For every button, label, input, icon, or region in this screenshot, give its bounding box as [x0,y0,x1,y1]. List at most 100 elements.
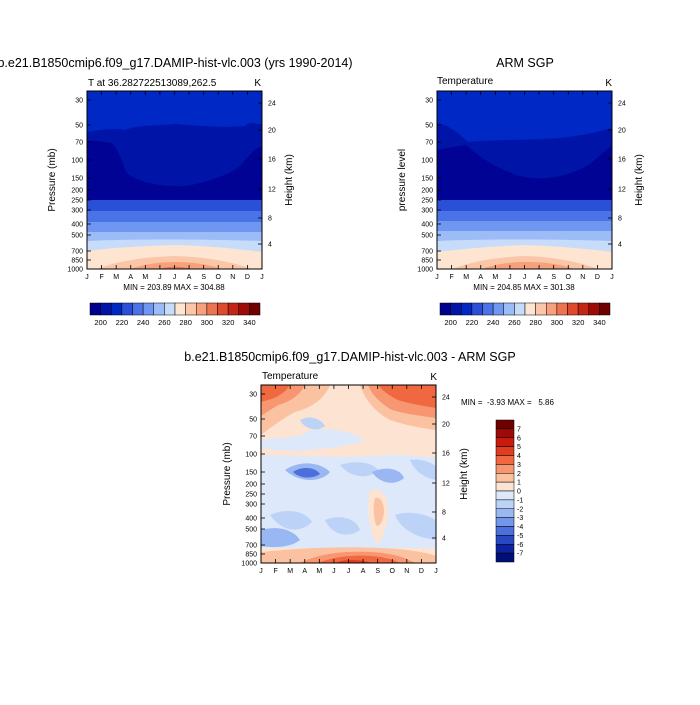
panel-model-ylabel-right: Height (km) [284,154,295,206]
y-tick-label: 500 [245,527,257,534]
panel-obs-field [437,91,612,269]
colorbar-swatch [482,302,494,316]
panel-obs-y-ticks: 30 50 70 100 150 200 250 300 400 500 700 850 1000 [417,98,441,274]
x-tick-label: O [566,274,572,281]
y-tick-label: 250 [421,198,433,205]
x-tick-label: J [158,274,162,281]
colorbar-swatch [111,302,123,316]
colorbar-swatch [164,302,176,316]
colorbar-label: 300 [201,318,214,327]
y-right-tick-label: 4 [618,242,622,249]
panel-obs-left-label: Temperature [437,76,494,87]
colorbar-label: -5 [517,533,523,540]
y-tick-label: 30 [425,98,433,105]
y-tick-label: 1000 [241,561,257,568]
panel-model-title: b.e21.B1850cmip6.f09_g17.DAMIP-hist-vlc.… [0,56,353,70]
colorbar-swatch [495,535,515,545]
panel-diff-colorbar: 7 6 5 4 3 2 1 0-1 -2 -3 -4 -5 -6 -7 [495,419,523,563]
panel-obs-y-ticks-right: 24 20 16 12 8 4 [608,101,626,249]
colorbar-label: 340 [593,318,606,327]
colorbar-label: 240 [487,318,500,327]
colorbar-swatch [495,428,515,438]
x-tick-label: J [347,568,351,575]
colorbar-swatch [89,302,101,316]
x-tick-label: M [113,274,119,281]
y-tick-label: 700 [71,249,83,256]
y-tick-label: 30 [249,392,257,399]
x-tick-label: O [390,568,396,575]
y-tick-label: 250 [71,198,83,205]
colorbar-label: 0 [517,489,521,496]
colorbar-swatch [495,490,515,501]
colorbar-label: 220 [116,318,129,327]
panel-diff-y-ticks-right: 24 20 16 12 8 4 [432,395,450,543]
colorbar-swatch [495,517,515,527]
colorbar-swatch [132,302,144,316]
y-tick-label: 70 [75,140,83,147]
colorbar-swatch [495,526,515,536]
panel-obs-ylabel-right: Height (km) [634,154,645,206]
colorbar-label: 300 [551,318,564,327]
colorbar-swatch [217,302,229,316]
colorbar-swatch [495,499,515,509]
y-tick-label: 50 [425,123,433,130]
colorbar-label: -2 [517,506,523,513]
y-tick-label: 500 [421,233,433,240]
colorbar-swatch [546,302,558,316]
y-tick-label: 100 [421,158,433,165]
panel-model-minmax: MIN = 203.89 MAX = 304.88 [123,283,225,292]
colorbar-label: 320 [572,318,585,327]
y-right-tick-label: 20 [268,128,276,135]
x-tick-label: F [99,274,103,281]
colorbar-label: -4 [517,524,523,531]
y-tick-label: 300 [245,502,257,509]
panel-diff-minmax: MIN = -3.93 MAX = 5.86 [461,398,554,407]
y-right-tick-label: 16 [268,157,276,164]
colorbar-label: 7 [517,426,521,433]
panel-model-left-label: T at 36.282722513089,262.5 [88,78,217,89]
panel-diff-right-label: K [430,372,437,383]
panel-model-right-label: K [254,78,261,89]
colorbar-swatch [196,302,208,316]
panel-model: b.e21.B1850cmip6.f09_g17.DAMIP-hist-vlc.… [0,56,353,327]
x-tick-label: D [595,274,600,281]
panel-diff-title: b.e21.B1850cmip6.f09_g17.DAMIP-hist-vlc.… [184,350,515,364]
x-tick-label: N [404,568,409,575]
colorbar-swatch [495,552,515,563]
y-tick-label: 30 [75,98,83,105]
panel-obs: ARM SGP Temperature K J F M A M J J A S O N D J 30 50… [397,56,645,327]
y-right-tick-label: 16 [618,157,626,164]
colorbar-swatch [495,419,515,430]
x-tick-label: S [375,568,380,575]
panel-diff: b.e21.B1850cmip6.f09_g17.DAMIP-hist-vlc.… [184,350,554,575]
panel-diff-field [261,385,436,563]
colorbar-swatch [503,302,515,316]
y-right-tick-label: 8 [268,216,272,223]
y-tick-label: 100 [245,452,257,459]
x-tick-label: F [273,568,277,575]
x-tick-label: J [523,274,527,281]
y-tick-label: 150 [245,470,257,477]
colorbar-swatch [471,302,483,316]
colorbar-label: 280 [179,318,192,327]
colorbar-swatch [495,508,515,518]
y-tick-label: 850 [71,258,83,265]
colorbar-swatch [206,302,218,316]
colorbar-swatch [461,302,473,316]
colorbar-label: 6 [517,435,521,442]
x-tick-label: J [259,568,263,575]
y-tick-label: 300 [71,208,83,215]
colorbar-swatch [439,302,451,316]
colorbar-label: -7 [517,551,523,558]
colorbar-label: 5 [517,444,521,451]
y-tick-label: 50 [249,417,257,424]
y-tick-label: 400 [245,516,257,523]
colorbar-swatch [142,302,154,316]
y-right-tick-label: 12 [618,187,626,194]
x-tick-label: M [142,274,148,281]
colorbar-swatch [492,302,504,316]
colorbar-swatch [495,464,515,474]
colorbar-swatch [588,302,600,316]
